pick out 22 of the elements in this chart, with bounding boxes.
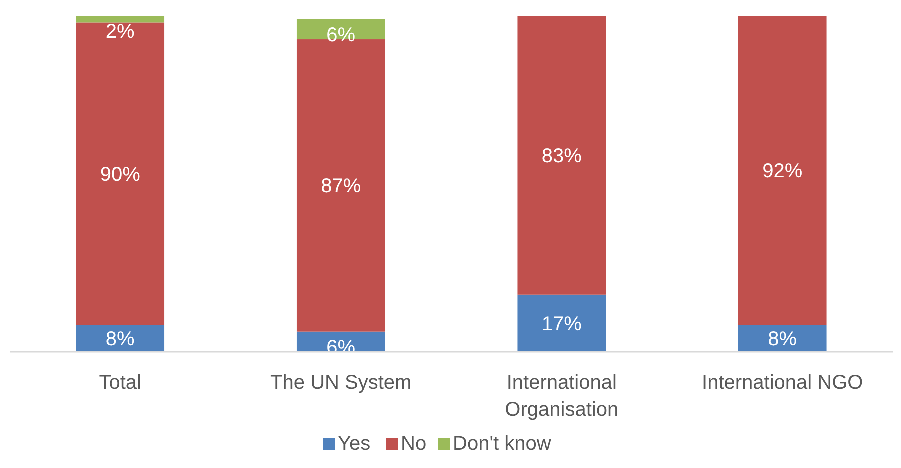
data-label: 83% [542, 145, 582, 168]
data-label: 8% [768, 328, 798, 351]
bar [76, 16, 165, 23]
x-tick-label: International NGO [702, 372, 864, 394]
data-label: 87% [321, 176, 362, 198]
data-label: 92% [762, 160, 803, 183]
legend-label: Yes [338, 433, 371, 455]
x-tick-label: The UN System [270, 372, 412, 394]
bar [738, 16, 827, 326]
bar [518, 16, 606, 295]
x-tick-label: International Organisation [505, 372, 619, 421]
legend-label: Don't know [453, 433, 552, 455]
data-label: 8% [106, 328, 136, 351]
data-label: 2% [106, 21, 136, 43]
legend-label: No [401, 433, 427, 455]
bar [76, 325, 165, 352]
bar [738, 325, 827, 352]
bar [518, 294, 606, 352]
data-label: 90% [100, 164, 141, 186]
data-label: 17% [542, 313, 582, 336]
x-tick-label: Total [99, 372, 142, 394]
bar [76, 22, 165, 326]
